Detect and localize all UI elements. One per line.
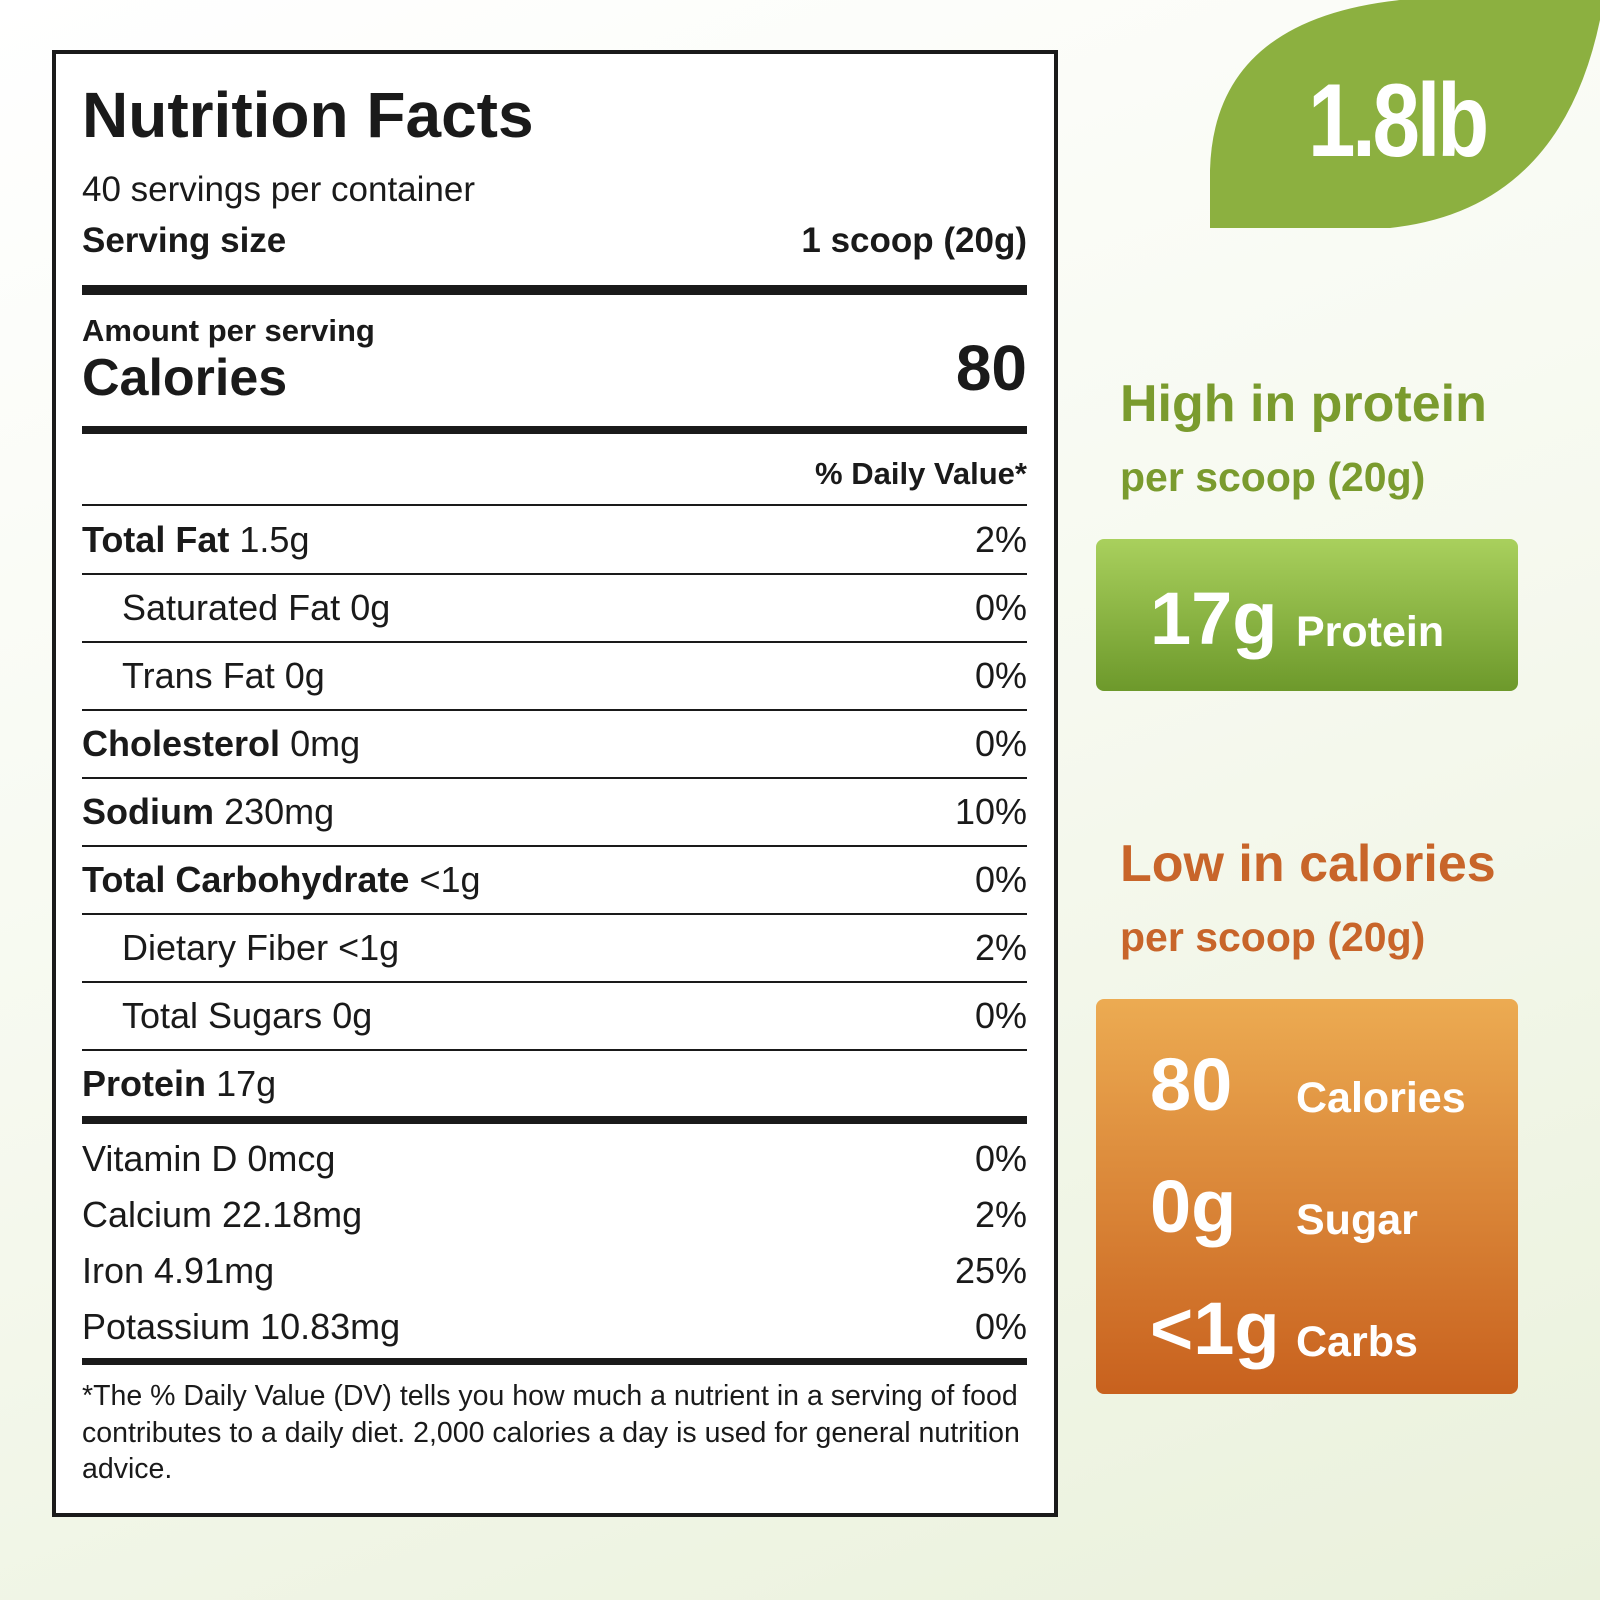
nutrient-amount: 17g: [216, 1063, 277, 1104]
nutrient: Total Carbohydrate <1g: [82, 859, 481, 901]
title: Nutrition Facts: [82, 79, 534, 151]
nutrient: Total Fat 1.5g: [82, 519, 309, 561]
nutrient-row: Trans Fat 0g 0%: [82, 654, 1027, 698]
rule: [82, 573, 1027, 575]
nutrient-amount: 0mg: [290, 723, 361, 764]
serving-size-label: Serving size: [82, 221, 287, 260]
rule: [82, 426, 1027, 434]
nutrient-amount: 0g: [284, 655, 325, 696]
panel-headline: High in protein: [1120, 375, 1487, 433]
nutrient-amount: 1.5g: [239, 519, 310, 560]
nutrient-dv: 2%: [974, 519, 1027, 560]
protein-box: [1096, 539, 1518, 691]
nutrient-name: Protein: [82, 1063, 207, 1104]
nutrient-dv: 0%: [974, 723, 1027, 764]
nutrition-label: [52, 50, 1058, 1517]
vitamin-name: Vitamin D 0mcg: [82, 1138, 336, 1179]
calories-value: 80: [955, 332, 1027, 404]
badge: 1.8lb: [1308, 63, 1489, 179]
servings: 40 servings per container: [82, 170, 475, 209]
panel-sub: per scoop (20g): [1120, 914, 1426, 960]
rule: [82, 641, 1027, 643]
calories-box: [1096, 999, 1518, 1394]
rule: [82, 1116, 1027, 1124]
footnote: *The % Daily Value (DV) tells you how mu…: [82, 1380, 1020, 1485]
vitamin-row: Iron 4.91mg 25%: [82, 1249, 1027, 1293]
nutrient: Saturated Fat 0g: [82, 587, 390, 629]
vitamin-dv: 2%: [974, 1194, 1027, 1235]
nutrient-amount: 0g: [332, 995, 373, 1036]
vitamin-dv: 0%: [974, 1306, 1027, 1347]
nutrient-row: Total Carbohydrate <1g 0%: [82, 858, 1027, 902]
nutrient-row: Total Sugars 0g 0%: [82, 994, 1027, 1038]
nutrient: Cholesterol 0mg: [82, 723, 360, 765]
rule: [82, 709, 1027, 711]
nutrient-row: Total Fat 1.5g 2%: [82, 518, 1027, 562]
rule: [82, 913, 1027, 915]
nutrient-dv: 0%: [974, 655, 1027, 696]
dv-header: % Daily Value*: [815, 456, 1027, 491]
panel-label: Sugar: [1296, 1196, 1418, 1244]
vitamin-dv: 25%: [954, 1250, 1027, 1291]
vitamin-name: Calcium 22.18mg: [82, 1194, 363, 1235]
nutrient: Total Sugars 0g: [82, 995, 372, 1037]
badge-leaf: [1210, 0, 1600, 228]
vitamin-row: Vitamin D 0mcg 0%: [82, 1137, 1027, 1181]
rule: [82, 777, 1027, 779]
panel-label: Carbs: [1296, 1318, 1418, 1366]
nutrient: Trans Fat 0g: [82, 655, 325, 697]
nutrient-name: Sodium: [82, 791, 214, 832]
nutrient-dv: 0%: [974, 587, 1027, 628]
nutrient-row: Saturated Fat 0g 0%: [82, 586, 1027, 630]
panel-value: 0g: [1150, 1165, 1237, 1248]
nutrient-name: Total Carbohydrate: [82, 859, 410, 900]
panel-value: 80: [1150, 1043, 1233, 1126]
panel-sub: per scoop (20g): [1120, 454, 1426, 500]
nutrient: Protein 17g: [82, 1063, 276, 1105]
rule: [82, 1358, 1027, 1365]
nutrient-row: Protein 17g: [82, 1062, 1027, 1106]
panel-value: 17g: [1150, 577, 1278, 660]
nutrient-name: Dietary Fiber: [122, 927, 329, 968]
vitamin-row: Calcium 22.18mg 2%: [82, 1193, 1027, 1237]
amount-per-serving: Amount per serving: [82, 313, 375, 348]
nutrient-amount: <1g: [419, 859, 481, 900]
nutrient-row: Dietary Fiber <1g 2%: [82, 926, 1027, 970]
nutrient-dv: 2%: [974, 927, 1027, 968]
vitamin-name: Potassium 10.83mg: [82, 1306, 401, 1347]
panel-headline: Low in calories: [1120, 835, 1496, 893]
nutrient-name: Saturated Fat: [122, 587, 341, 628]
nutrient-amount: <1g: [338, 927, 400, 968]
nutrient-amount: 230mg: [224, 791, 335, 832]
panel-value: <1g: [1150, 1287, 1280, 1370]
rule: [82, 845, 1027, 847]
rule: [82, 981, 1027, 983]
panel-label: Calories: [1296, 1074, 1466, 1122]
nutrient-dv: 10%: [954, 791, 1027, 832]
nutrient: Sodium 230mg: [82, 791, 334, 833]
vitamin-name: Iron 4.91mg: [82, 1250, 275, 1291]
vitamin-row: Potassium 10.83mg 0%: [82, 1305, 1027, 1349]
nutrient-dv: 0%: [974, 995, 1027, 1036]
rule: [82, 504, 1027, 506]
nutrient-amount: 0g: [350, 587, 391, 628]
calories-label: Calories: [82, 349, 288, 407]
rule: [82, 1049, 1027, 1051]
nutrient-row: Sodium 230mg 10%: [82, 790, 1027, 834]
rule: [82, 285, 1027, 295]
serving-size-value: 1 scoop (20g): [801, 221, 1027, 260]
nutrient-dv: 0%: [974, 859, 1027, 900]
panel-label: Protein: [1296, 608, 1445, 656]
nutrient-name: Total Sugars: [122, 995, 323, 1036]
nutrient-name: Trans Fat: [122, 655, 275, 696]
nutrient-row: Cholesterol 0mg 0%: [82, 722, 1027, 766]
nutrient-name: Cholesterol: [82, 723, 281, 764]
nutrient-name: Total Fat: [82, 519, 230, 560]
nutrient: Dietary Fiber <1g: [82, 927, 399, 969]
vitamin-dv: 0%: [974, 1138, 1027, 1179]
